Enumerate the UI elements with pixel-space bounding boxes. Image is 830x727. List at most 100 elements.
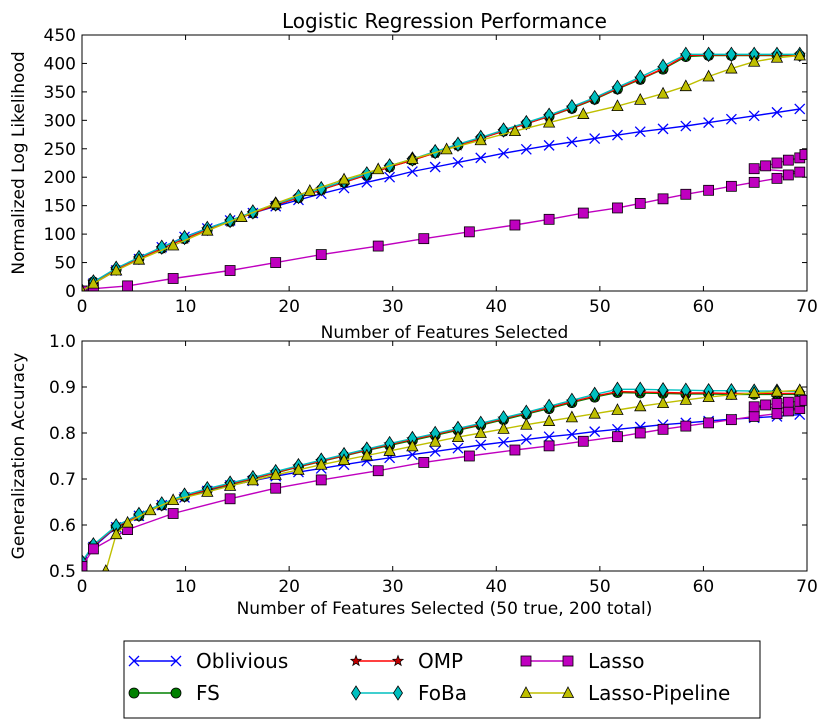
series-foba [82,381,805,570]
data-point [521,114,532,131]
data-point [418,233,430,245]
data-point [498,147,509,159]
y-tick-label: 250 [44,140,76,160]
data-point [702,390,715,403]
data-point [372,162,385,175]
series-line [82,54,800,291]
data-point [463,226,475,238]
data-point [383,444,396,456]
data-point [372,465,384,477]
data-point [224,265,236,276]
x-tick-label: 0 [77,577,88,597]
data-point [612,79,623,96]
data-point [110,527,123,540]
data-point [635,381,646,398]
data-point [612,431,623,443]
legend-label: OMP [418,649,463,673]
data-point [542,414,556,426]
legend-marker [519,686,533,698]
data-point [799,394,807,406]
plot-frame [81,340,808,572]
series-line [82,390,800,563]
series-omp [82,48,806,291]
data-point [498,122,509,138]
data-point [565,410,579,423]
data-point [82,561,88,571]
data-point [725,61,738,74]
data-point [748,411,760,422]
x-tick-label: 20 [278,577,300,597]
data-point [634,92,647,105]
data-point [725,414,737,426]
legend-marker [562,655,574,667]
data-point [406,439,419,452]
data-point [509,444,521,456]
data-point [794,166,806,178]
series-oblivious [82,103,806,291]
data-point [703,417,715,429]
data-point [771,408,783,420]
y-tick-label: 0.8 [49,424,76,444]
series-line [82,388,800,563]
data-point [634,399,647,412]
data-point [201,223,214,236]
data-point [680,188,692,200]
data-point [474,133,487,146]
data-point [793,48,806,61]
series-foba [82,46,805,291]
data-point [680,420,692,432]
legend-marker [393,685,403,701]
log-likelihood-chart: Logistic Regression Performance 0 10 20 30 4… [9,9,818,343]
data-point [166,238,180,251]
data-point [782,169,794,181]
data-point [87,276,100,289]
data-point [611,99,624,112]
data-point [144,503,157,516]
data-point [658,58,669,75]
data-point [703,46,714,63]
x-axis-label: Number of Features Selected [321,323,569,343]
data-point [475,439,487,451]
data-point [612,129,623,141]
y-tick-label: 0.6 [49,516,76,536]
data-point [167,273,179,284]
data-point [429,445,441,457]
x-tick-label: 70 [796,297,818,317]
data-point [588,406,601,419]
data-point [315,249,327,260]
series-lasso [82,394,807,571]
data-point [474,426,487,438]
x-tick-label: 0 [77,297,88,317]
data-point [440,142,453,155]
y-tick-label: 100 [44,225,76,245]
data-point [156,496,167,512]
data-point [544,398,555,415]
data-point [656,396,670,408]
data-point [246,473,260,486]
y-tick-label: 1.0 [49,332,76,352]
series-line [82,108,800,291]
legend-item-fs: FS [128,681,220,705]
chart-title: Logistic Regression Performance [282,9,607,33]
series-line [82,53,800,291]
data-point [82,285,88,291]
legend-item-lasso-pipeline: Lasso-Pipeline [519,681,730,705]
data-point [121,515,134,528]
data-point [315,457,328,470]
data-point [372,240,384,252]
legend-item-oblivious: Oblivious [128,649,288,673]
legend-marker [128,687,140,699]
legend-item-omp: OMP [349,649,463,673]
data-point [235,210,248,222]
data-point [771,106,783,118]
data-point [133,506,144,523]
data-point [122,280,133,291]
data-point [315,474,327,486]
data-point [634,427,646,439]
y-tick-label: 0.9 [49,378,76,398]
data-point [703,117,715,129]
data-point [87,543,99,555]
data-point [679,393,692,405]
data-point [589,386,600,403]
legend-item-foba: FoBa [351,681,467,705]
